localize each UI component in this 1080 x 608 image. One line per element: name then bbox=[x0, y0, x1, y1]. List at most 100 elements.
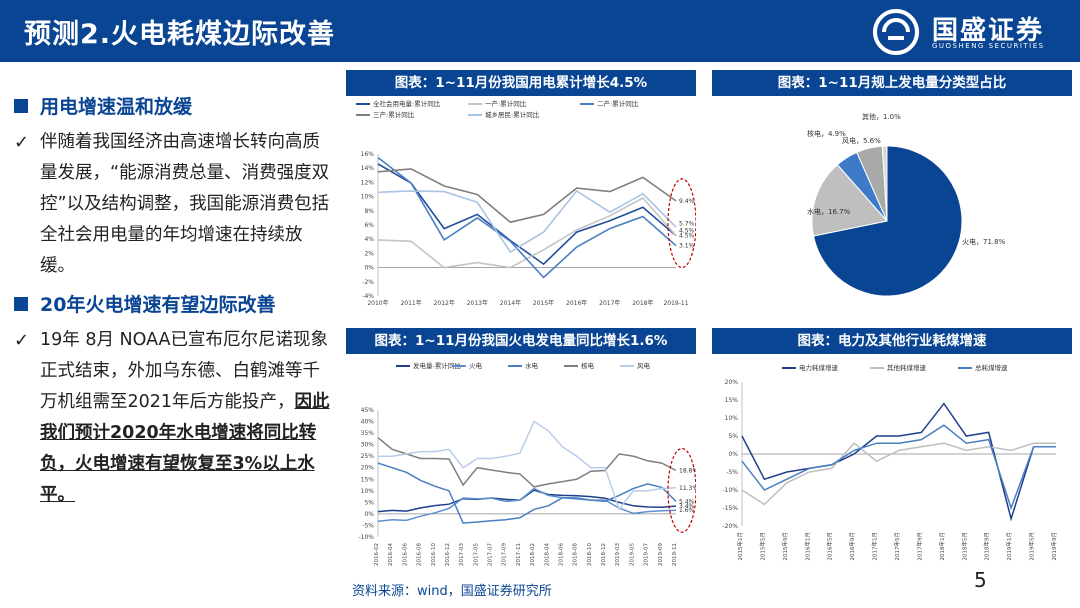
x-tick-label: 2015年1月 bbox=[736, 532, 744, 561]
highlight-ellipse bbox=[667, 178, 696, 269]
end-value-label: 4.5% bbox=[679, 228, 695, 235]
check-icon: ✓ bbox=[14, 132, 30, 153]
bullet-2: ✓ 19年 8月 NOAA已宣布厄尔尼诺现象正式结束，外加乌东德、白鹤滩等千万机组… bbox=[14, 325, 334, 511]
x-tick-label: 2018-10 bbox=[587, 543, 593, 566]
x-tick-label: 2016年5月 bbox=[826, 532, 834, 561]
y-tick-label: 16% bbox=[361, 151, 375, 158]
y-tick-label: -5% bbox=[726, 469, 738, 476]
y-tick-label: -10% bbox=[358, 534, 374, 541]
x-tick-label: 2019-09 bbox=[658, 543, 664, 566]
legend-label-4: 城乡居民:累计同比 bbox=[485, 110, 540, 119]
bullet-2-text-a: 19年 8月 NOAA已宣布厄尔尼诺现象正式结束，外加乌东德、白鹤滩等千万机组需… bbox=[40, 330, 329, 412]
page-number: 5 bbox=[974, 568, 987, 592]
legend-label-2: 二产:累计同比 bbox=[597, 99, 639, 108]
y-tick-label: 40% bbox=[361, 419, 375, 426]
pie-slice-火电 bbox=[812, 145, 963, 297]
logo-subtitle: GUOSHENG SECURITIES bbox=[932, 42, 1045, 50]
x-tick-label: 2019年1月 bbox=[1005, 532, 1013, 561]
y-tick-label: 15% bbox=[361, 476, 375, 483]
section-heading-2-text: 20年火电增速有望边际改善 bbox=[40, 294, 276, 316]
x-tick-label: 2017年9月 bbox=[915, 532, 923, 561]
legend-label-3: 三产:累计同比 bbox=[373, 110, 415, 119]
legend-label-0: 全社会用电量:累计同比 bbox=[373, 99, 441, 108]
x-tick-label: 2018-12 bbox=[601, 543, 607, 566]
chart-3-title: 图表：1~11月份我国火电发电量同比增长1.6% bbox=[346, 328, 696, 354]
pie-label-核电: 核电，4.9% bbox=[807, 129, 846, 138]
header-bar: 预测2.火电耗煤边际改善 国盛证券 GUOSHENG SECURITIES bbox=[0, 0, 1080, 62]
x-tick-label: 2017年1月 bbox=[871, 532, 879, 561]
y-tick-label: 8% bbox=[364, 208, 374, 215]
y-tick-label: -20% bbox=[722, 523, 738, 530]
end-value-label: 3.1% bbox=[679, 243, 695, 250]
bullet-2-text-b: 因此我们预计2020年水电增速将同比转负，火电增速有望恢复至3%以上水平。 bbox=[40, 392, 330, 505]
y-tick-label: 2% bbox=[364, 250, 374, 257]
y-tick-label: 25% bbox=[361, 453, 375, 460]
x-tick-label: 2017-03 bbox=[459, 543, 465, 566]
x-tick-label: 2017-05 bbox=[473, 543, 479, 566]
legend-label-3: 核电 bbox=[581, 361, 595, 370]
series-line-1 bbox=[741, 442, 1056, 506]
logo-name: 国盛证券 bbox=[932, 16, 1045, 46]
series-line-2 bbox=[377, 462, 677, 524]
x-tick-label: 2016-06 bbox=[402, 543, 408, 566]
legend-label-1: 一产:累计同比 bbox=[485, 99, 527, 108]
bullet-1-text: 伴随着我国经济由高速增长转向高质量发展，“能源消费总量、消费强度双控”以及结构调… bbox=[40, 132, 330, 276]
end-value-label: 5.4% bbox=[679, 498, 695, 505]
x-tick-label: 2017-09 bbox=[502, 543, 508, 566]
end-value-label: 11.3% bbox=[679, 485, 696, 492]
section-heading-1: 用电增速温和放缓 bbox=[14, 92, 334, 119]
x-tick-label: 2018-06 bbox=[558, 543, 564, 566]
series-line-4 bbox=[377, 189, 677, 254]
x-tick-label: 2016年9月 bbox=[848, 532, 856, 561]
y-tick-label: 0% bbox=[728, 451, 738, 458]
chart-2-title: 图表：1~11月规上发电量分类型占比 bbox=[712, 70, 1072, 96]
x-tick-label: 2017-11 bbox=[516, 543, 522, 566]
x-tick-label: 2019年5月 bbox=[1028, 532, 1036, 561]
x-tick-label: 2016-12 bbox=[445, 543, 451, 566]
end-value-label: 4.5% bbox=[679, 233, 695, 240]
end-value-label: 9.4% bbox=[679, 198, 695, 205]
x-tick-label: 2018年1月 bbox=[938, 532, 946, 561]
x-tick-label: 2016年1月 bbox=[803, 532, 811, 561]
chart-panel-3: 图表：1~11月份我国火电发电量同比增长1.6% -10% -5% 0% 5% 10% 1… bbox=[346, 328, 696, 578]
left-text-column: 用电增速温和放缓 ✓ 伴随着我国经济由高速增长转向高质量发展，“能源消费总量、消费… bbox=[14, 92, 334, 515]
x-tick-label: 2017年5月 bbox=[893, 532, 901, 561]
x-tick-label: 2017-07 bbox=[488, 543, 494, 566]
square-bullet-icon bbox=[14, 98, 28, 113]
y-tick-label: 10% bbox=[361, 194, 375, 201]
x-tick-label: 2016-02 bbox=[374, 543, 380, 566]
legend-label-1: 其他耗煤增速 bbox=[887, 363, 927, 372]
chart-2: 火电，71.8% 水电，16.7% 核电，4.9%风电，5.6% 其他，1.0% bbox=[807, 112, 1006, 297]
x-tick-label: 2019-11 bbox=[663, 300, 688, 307]
x-tick-label: 2011年 bbox=[400, 299, 421, 307]
series-line-3 bbox=[377, 168, 677, 224]
end-value-label: 3.4% bbox=[679, 503, 695, 510]
y-tick-label: 6% bbox=[364, 222, 374, 229]
x-tick-label: 2016-04 bbox=[388, 543, 394, 566]
x-tick-label: 2019-11 bbox=[672, 543, 678, 566]
x-tick-label: 2019-05 bbox=[629, 543, 635, 566]
y-tick-label: 12% bbox=[361, 179, 375, 186]
series-line-2 bbox=[741, 424, 1056, 511]
x-tick-label: 2018-04 bbox=[544, 543, 550, 566]
x-tick-label: 2013年 bbox=[467, 299, 488, 307]
y-tick-label: 45% bbox=[361, 407, 375, 414]
pie-label-水电: 水电，16.7% bbox=[807, 207, 851, 216]
y-tick-label: 20% bbox=[361, 465, 375, 472]
pie-slice-水电 bbox=[811, 164, 888, 237]
legend-label-0: 发电量-累计同比 bbox=[413, 361, 461, 370]
end-value-label: 1.6% bbox=[679, 507, 695, 514]
y-tick-label: -4% bbox=[362, 293, 374, 300]
y-tick-label: 20% bbox=[725, 379, 739, 386]
pie-label-其他: 其他，1.0% bbox=[862, 112, 901, 121]
chart-4-title: 图表：电力及其他行业耗煤增速 bbox=[712, 328, 1072, 354]
y-tick-label: -15% bbox=[722, 505, 738, 512]
y-tick-label: 30% bbox=[361, 442, 375, 449]
x-tick-label: 2019年9月 bbox=[1050, 532, 1058, 561]
series-line-0 bbox=[377, 163, 677, 266]
section-heading-1-text: 用电增速温和放缓 bbox=[40, 96, 193, 118]
company-logo: 国盛证券 GUOSHENG SECURITIES bbox=[872, 8, 1072, 56]
y-tick-label: 0% bbox=[364, 511, 374, 518]
series-line-0 bbox=[741, 402, 1056, 522]
y-tick-label: -5% bbox=[362, 522, 374, 529]
